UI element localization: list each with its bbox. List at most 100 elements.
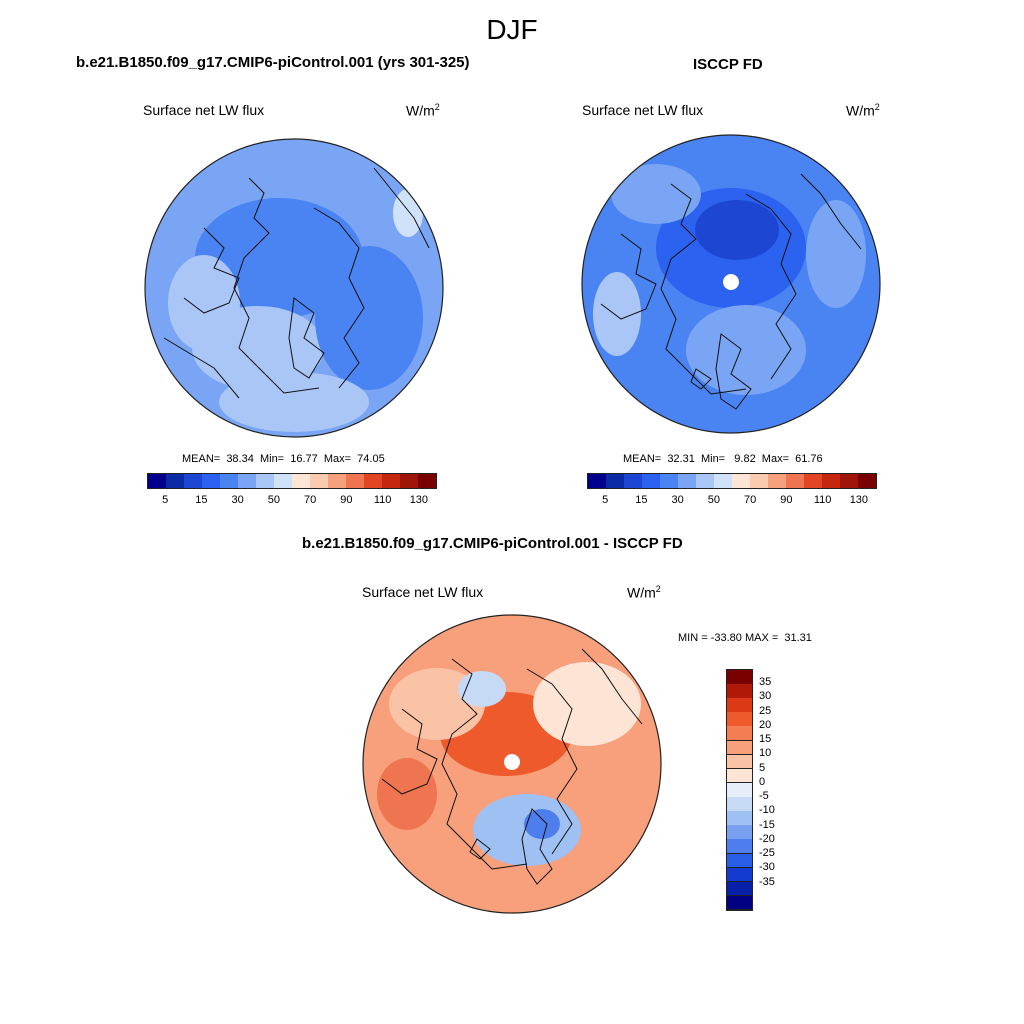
figure-title: DJF [486, 14, 538, 45]
colorbar-tick-label: -20 [759, 832, 775, 845]
colorbar-tick-label: 5 [162, 494, 169, 506]
colorbar-tick-label: -15 [759, 818, 775, 831]
colorbar-tick-label: -10 [759, 804, 775, 817]
map-contour-region [315, 246, 423, 390]
diff-coastlines [381, 648, 643, 885]
colorbar-segment [238, 474, 257, 488]
diff-panel-title: b.e21.B1850.f09_g17.CMIP6-piControl.001 … [302, 535, 683, 552]
colorbar-segment [822, 474, 841, 488]
map-contour-region [168, 255, 240, 351]
map-contour-region [393, 189, 423, 237]
map-contour-region [686, 305, 806, 395]
model-coastlines [163, 167, 430, 399]
colorbar-segment [727, 754, 752, 770]
colorbar-segment [606, 474, 625, 488]
obs-colorbar [587, 473, 877, 489]
colorbar-tick-label: 15 [195, 494, 208, 506]
colorbar-tick-label: 5 [602, 494, 609, 506]
diff-colorbar-labels: 35 30 25 20 15 10 5 0 -5 -10 -15 -20 -25 -30 -35 [759, 669, 799, 911]
colorbar-segment [148, 474, 167, 488]
colorbar-tick-label: -30 [759, 861, 775, 874]
colorbar-segment [804, 474, 823, 488]
colorbar-tick-label: -25 [759, 847, 775, 860]
colorbar-segment [346, 474, 365, 488]
colorbar-segment [220, 474, 239, 488]
map-contour-region [533, 662, 641, 746]
colorbar-segment [184, 474, 203, 488]
colorbar-tick-label: 20 [759, 718, 772, 731]
colorbar-segment [292, 474, 311, 488]
colorbar-tick-label: 70 [744, 494, 757, 506]
diff-colorbar [726, 669, 753, 911]
colorbar-tick-label: 15 [635, 494, 648, 506]
colorbar-tick-label: 130 [409, 494, 429, 506]
colorbar-tick-label: 30 [231, 494, 244, 506]
colorbar-segment [727, 698, 752, 713]
model-units-label: W/m2 [406, 102, 440, 119]
colorbar-tick-label: 70 [304, 494, 317, 506]
colorbar-tick-label: 10 [759, 747, 772, 760]
colorbar-tick-label: 130 [849, 494, 869, 506]
colorbar-segment [727, 797, 752, 812]
colorbar-segment [727, 853, 752, 869]
colorbar-tick-label: 110 [813, 494, 832, 506]
model-variable-label: Surface net LW flux [143, 102, 265, 118]
colorbar-tick-label: -5 [759, 790, 769, 803]
model-colorbar-labels: 5 15 30 50 70 90 110 130 [147, 494, 437, 508]
colorbar-segment [727, 768, 752, 784]
colorbar-tick-label: 30 [671, 494, 684, 506]
colorbar-tick-label: 50 [707, 494, 720, 506]
colorbar-tick-label: 110 [373, 494, 392, 506]
map-contour-region [611, 164, 701, 224]
colorbar-segment [840, 474, 859, 488]
model-stats: MEAN= 38.34 Min= 16.77 Max= 74.05 [182, 453, 385, 465]
model-map-fill [145, 139, 443, 437]
colorbar-segment [696, 474, 715, 488]
colorbar-segment [400, 474, 419, 488]
colorbar-segment [364, 474, 383, 488]
colorbar-tick-label: 35 [759, 676, 772, 689]
colorbar-tick-label: 90 [340, 494, 353, 506]
colorbar-segment [642, 474, 661, 488]
diff-variable-label: Surface net LW flux [362, 584, 484, 600]
obs-colorbar-labels: 5 15 30 50 70 90 110 130 [587, 494, 877, 508]
obs-variable-label: Surface net LW flux [582, 102, 704, 118]
colorbar-segment [727, 811, 752, 826]
model-colorbar [147, 473, 437, 489]
model-panel-title: b.e21.B1850.f09_g17.CMIP6-piControl.001 … [76, 54, 470, 71]
colorbar-segment [328, 474, 347, 488]
colorbar-tick-label: 90 [780, 494, 793, 506]
colorbar-segment [750, 474, 769, 488]
obs-map-fill [582, 135, 880, 433]
colorbar-segment [786, 474, 805, 488]
colorbar-tick-label: 25 [759, 704, 772, 717]
diff-pole-hole [504, 754, 520, 770]
colorbar-tick-label: 0 [759, 775, 766, 788]
diff-units-label: W/m2 [627, 584, 661, 601]
obs-stats: MEAN= 32.31 Min= 9.82 Max= 61.76 [623, 453, 823, 465]
colorbar-segment [727, 684, 752, 699]
colorbar-segment [714, 474, 733, 488]
colorbar-tick-label: -35 [759, 875, 775, 888]
colorbar-tick-label: 50 [267, 494, 280, 506]
colorbar-tick-label: 30 [759, 690, 772, 703]
colorbar-segment [624, 474, 643, 488]
diff-polar-map [362, 614, 662, 914]
obs-panel-title: ISCCP FD [693, 56, 763, 73]
map-contour-region [806, 200, 866, 308]
colorbar-segment [727, 839, 752, 854]
colorbar-segment [274, 474, 293, 488]
obs-pole-hole [723, 274, 739, 290]
colorbar-segment [727, 881, 752, 897]
colorbar-segment [202, 474, 221, 488]
colorbar-tick-label: 5 [759, 761, 766, 774]
diff-stats: MIN = -33.80 MAX = 31.31 [678, 632, 812, 644]
colorbar-segment [727, 867, 752, 883]
map-contour-region [219, 372, 369, 432]
map-contour-region [524, 809, 560, 839]
colorbar-segment [727, 895, 752, 911]
colorbar-segment [732, 474, 751, 488]
colorbar-segment [310, 474, 329, 488]
colorbar-segment [382, 474, 401, 488]
colorbar-segment [727, 825, 752, 840]
